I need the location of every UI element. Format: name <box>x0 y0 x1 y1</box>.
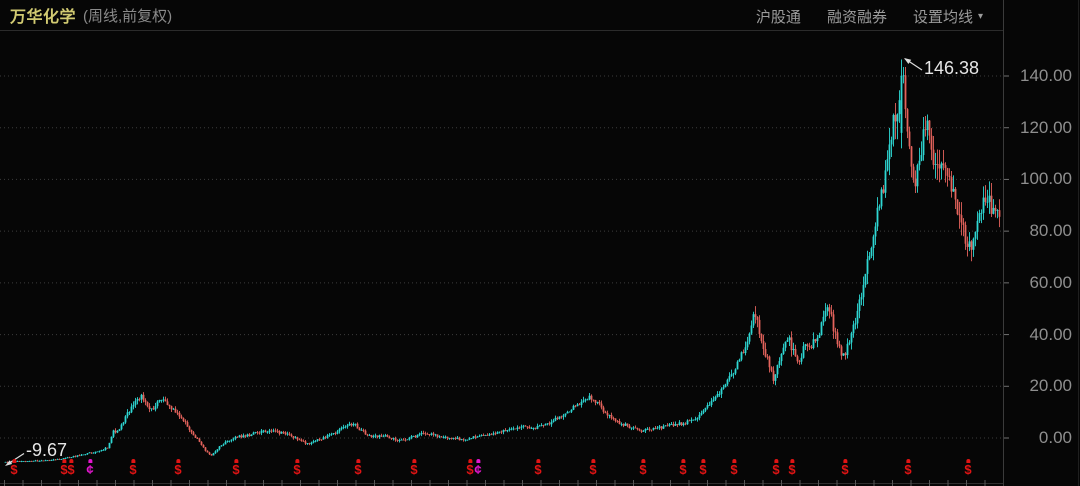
dividend-marker-s[interactable]: $ <box>841 462 849 477</box>
y-axis-label: 100.00 <box>1020 169 1072 189</box>
header-menu: 沪股通 融资融券 设置均线 ▾ <box>756 6 983 27</box>
menu-item-ma-settings[interactable]: 设置均线 ▾ <box>913 6 983 27</box>
peak-price-annotation: 146.38 <box>924 58 980 78</box>
chart-header: 万华化学 (周线,前复权) <box>0 0 1003 30</box>
dividend-marker-s[interactable]: $ <box>964 462 972 477</box>
dividend-marker-s[interactable]: $ <box>410 462 418 477</box>
chart-mode-label: (周线,前复权) <box>83 7 173 25</box>
dividend-marker-s[interactable]: $ <box>534 462 542 477</box>
dividend-marker-s[interactable]: $ <box>904 462 912 477</box>
dividend-marker-s[interactable]: $ <box>788 462 796 477</box>
y-axis-label: 0.00 <box>1038 428 1072 447</box>
dividend-marker-c[interactable]: ¢ <box>474 462 482 477</box>
menu-item-label: 设置均线 <box>912 9 973 26</box>
menu-item-label: 沪股通 <box>755 9 801 26</box>
chevron-down-icon: ▾ <box>977 11 983 22</box>
stock-name: 万华化学 <box>10 9 77 26</box>
menu-item-margin-trading[interactable]: 融资融券 <box>827 6 887 27</box>
y-axis-label: 20.00 <box>1029 376 1072 396</box>
dividend-marker-s[interactable]: $ <box>293 462 301 477</box>
y-axis-label: 120.00 <box>1020 117 1072 137</box>
dividend-marker-s[interactable]: $ <box>67 462 75 477</box>
dividend-marker-s[interactable]: $ <box>730 462 738 477</box>
y-axis-label: 80.00 <box>1029 221 1072 241</box>
low-price-annotation: -9.67 <box>26 440 68 460</box>
y-axis-label: 40.00 <box>1029 324 1072 344</box>
menu-item-hugutong[interactable]: 沪股通 <box>756 6 801 27</box>
dividend-marker-s[interactable]: $ <box>699 462 707 477</box>
dividend-marker-s[interactable]: $ <box>354 462 362 477</box>
dividend-marker-s[interactable]: $ <box>589 462 597 477</box>
menu-item-label: 融资融券 <box>826 9 887 26</box>
dividend-marker-s[interactable]: $ <box>10 462 18 477</box>
dividend-marker-s[interactable]: $ <box>60 462 68 477</box>
dividend-marker-s[interactable]: $ <box>772 462 780 477</box>
dividend-marker-s[interactable]: $ <box>639 462 647 477</box>
y-axis-labels: 140.00 120.00 100.00 80.00 60.00 40.00 20.00 0.… <box>1008 0 1072 486</box>
y-axis-label: 60.00 <box>1029 272 1072 292</box>
dividend-marker-s[interactable]: $ <box>466 462 474 477</box>
y-axis-label: 140.00 <box>1020 66 1072 85</box>
dividend-marker-c[interactable]: ¢ <box>86 462 94 477</box>
event-markers: $ $ $ ¢ $ $ $ $ $ $ $ ¢ $ $ $ $ $ $ $ $ $ $ $ <box>0 0 1003 486</box>
dividend-marker-s[interactable]: $ <box>232 462 240 477</box>
dividend-marker-s[interactable]: $ <box>129 462 137 477</box>
dividend-marker-s[interactable]: $ <box>679 462 687 477</box>
dividend-marker-s[interactable]: $ <box>174 462 182 477</box>
